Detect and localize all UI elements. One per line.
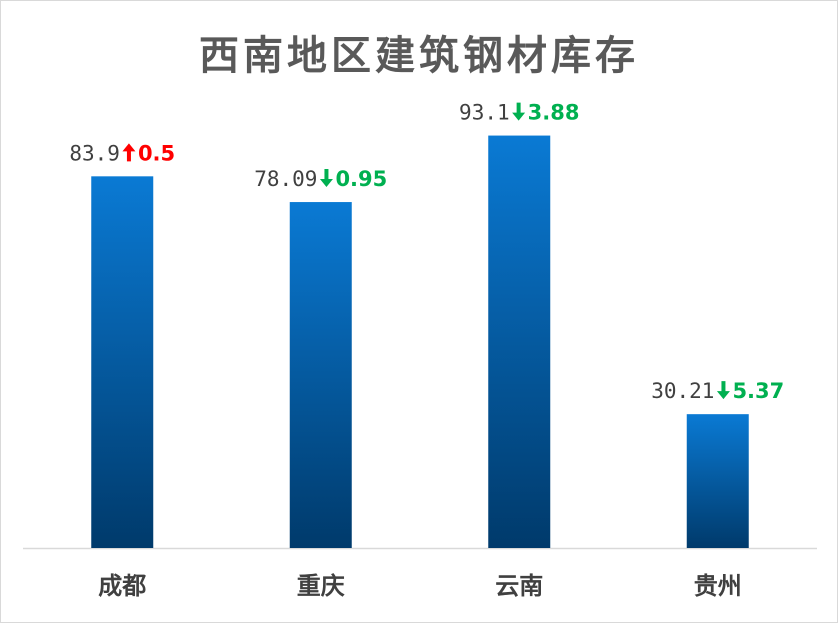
data-label-change: 0.95: [335, 167, 387, 191]
data-label-value: 30.21: [651, 379, 714, 403]
x-tick-label: 云南: [495, 571, 543, 600]
x-tick-label: 贵州: [694, 571, 742, 600]
data-label-group: 93.1 3.88: [459, 101, 579, 125]
bar-1: [91, 176, 154, 548]
data-label-change: 3.88: [528, 101, 580, 125]
x-tick-label: 重庆: [297, 571, 345, 600]
chart-title: 西南地区建筑钢材库存: [199, 32, 639, 79]
data-label-group: 30.21 5.37: [651, 379, 784, 403]
arrow-down-icon: [319, 169, 333, 188]
data-label-change: 5.37: [732, 379, 784, 403]
arrow-up-icon: [122, 143, 136, 162]
bar-3: [488, 135, 551, 548]
data-label-group: 83.9 0.5: [69, 141, 175, 165]
data-label-change: 0.5: [138, 141, 175, 165]
data-label-group: 78.09 0.95: [254, 167, 387, 191]
bar-4: [686, 414, 749, 548]
x-tick-label: 成都: [98, 571, 146, 600]
arrow-down-icon: [716, 381, 730, 400]
data-label-value: 83.9: [69, 141, 120, 165]
data-label-value: 93.1: [459, 101, 510, 125]
arrow-down-icon: [512, 102, 526, 121]
bar-2: [289, 202, 352, 549]
data-label-value: 78.09: [254, 167, 317, 191]
